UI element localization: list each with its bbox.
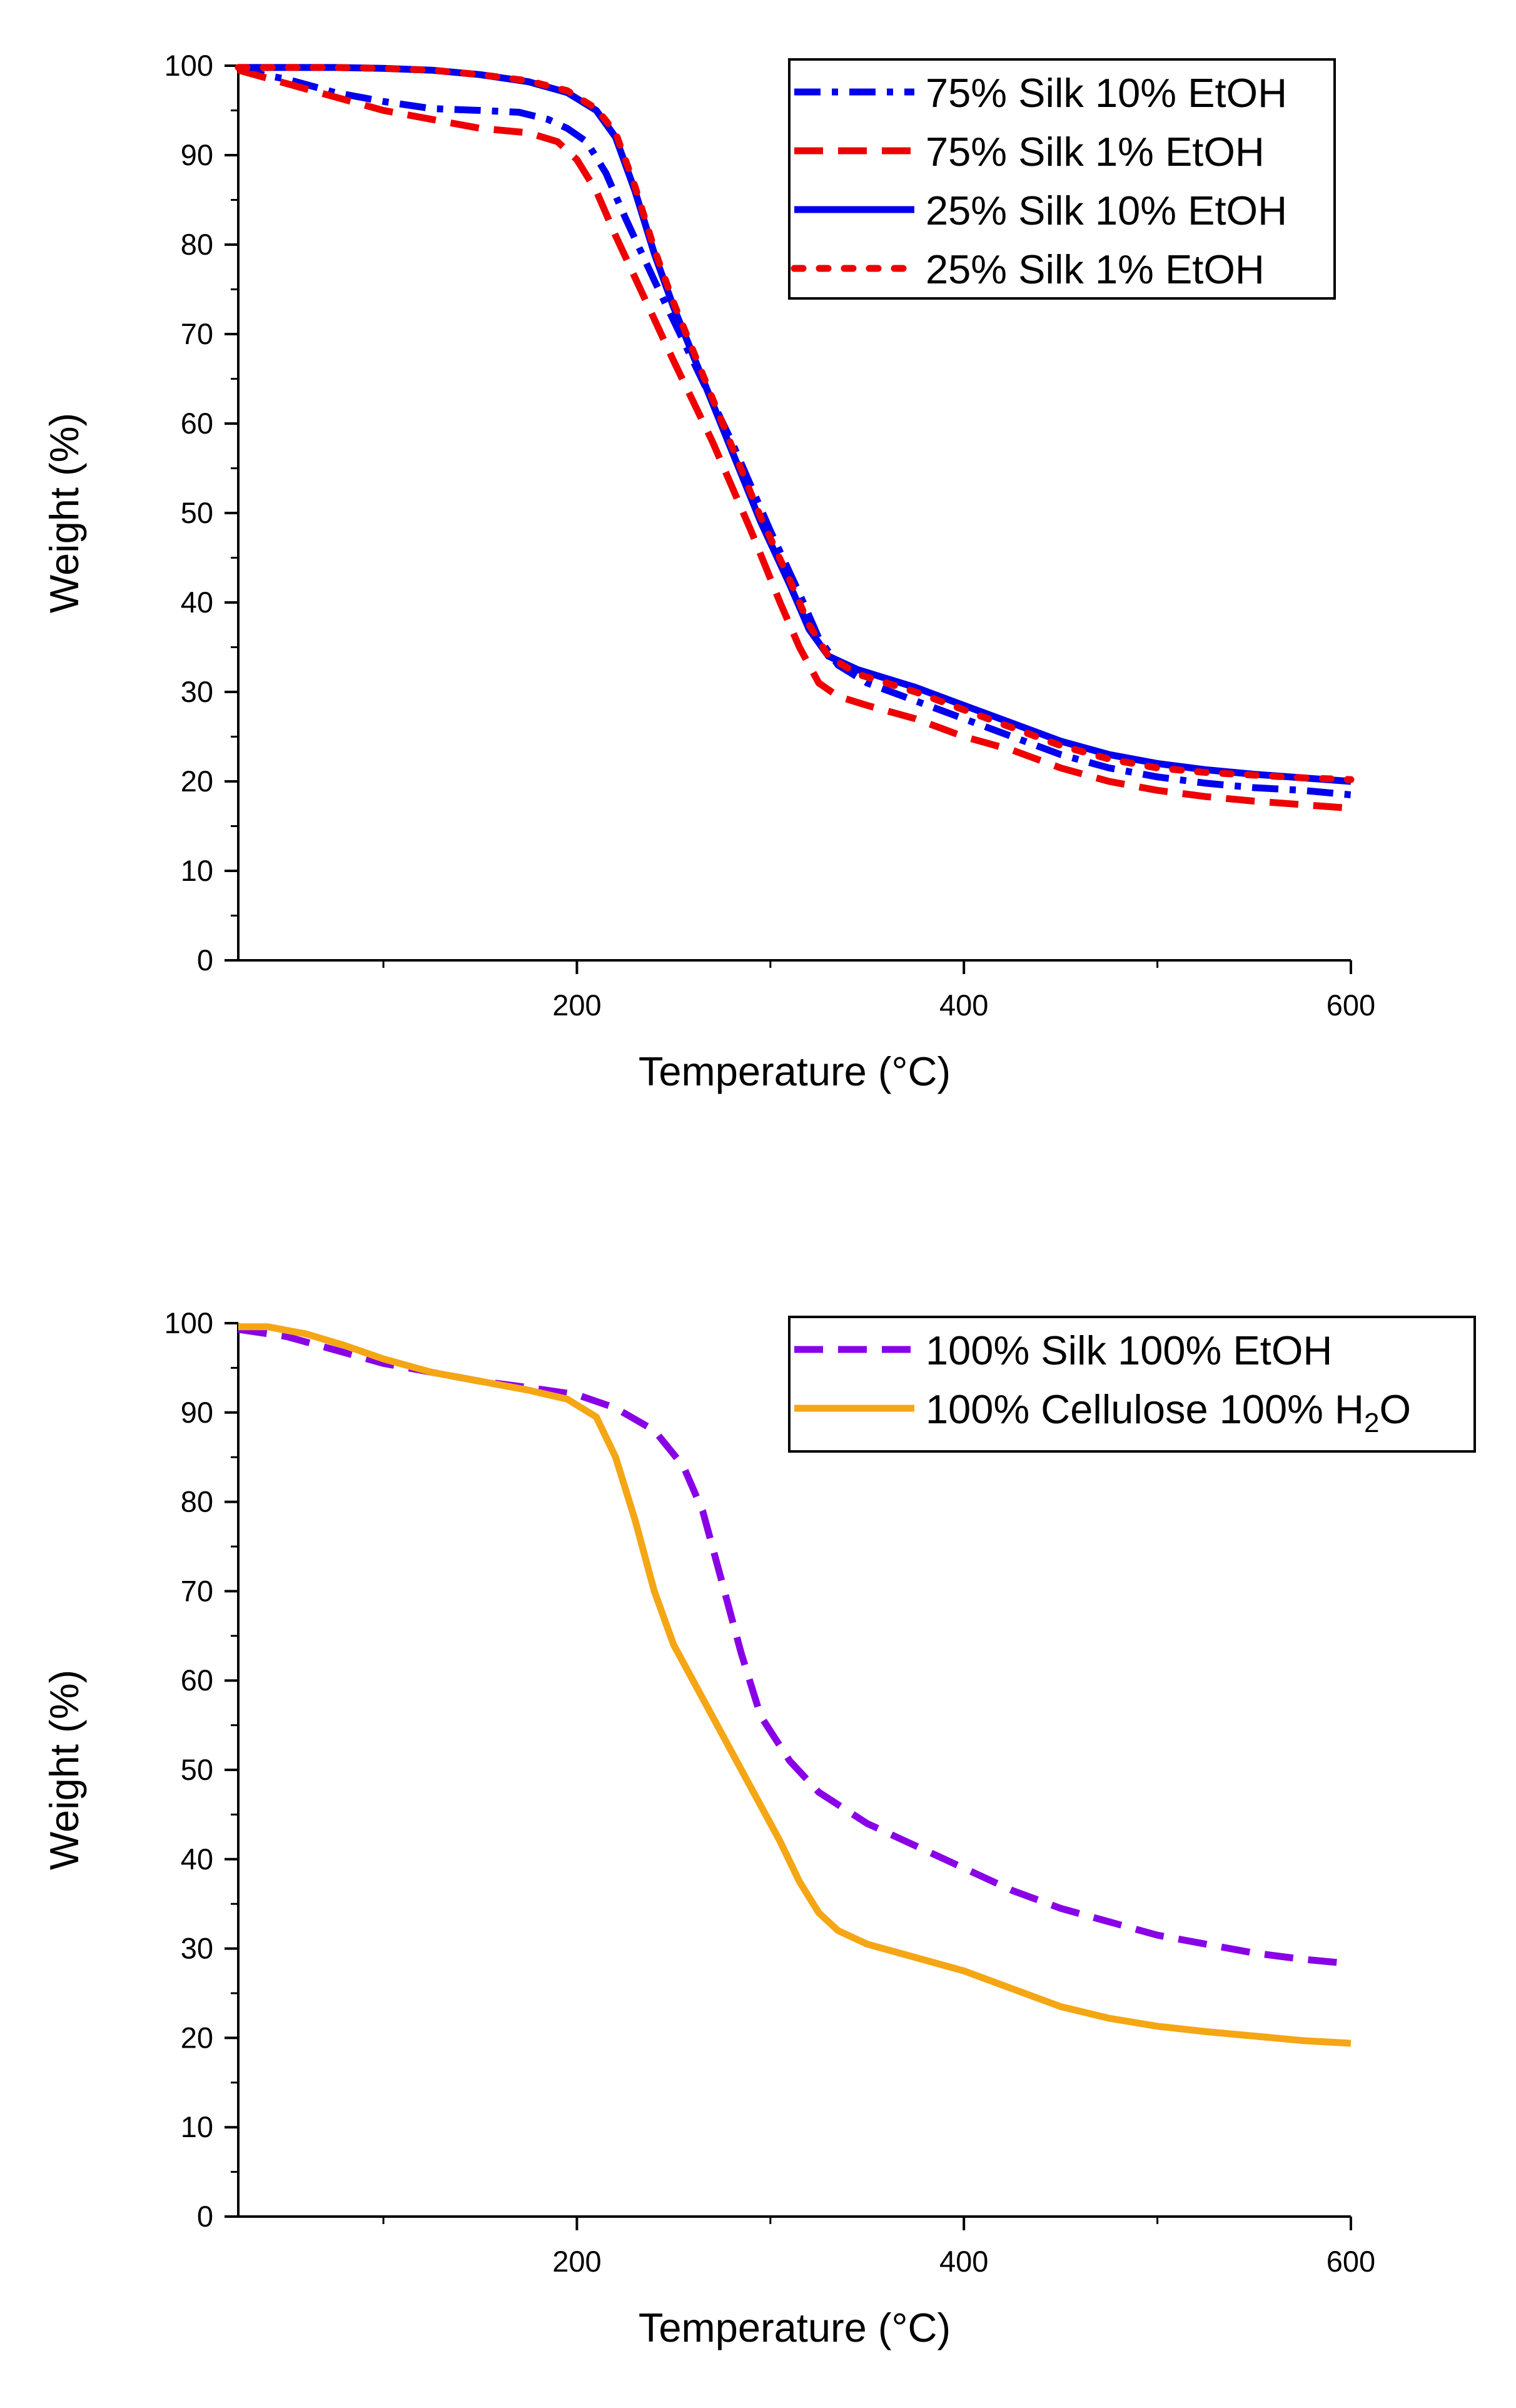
y-tick-label: 100	[164, 1306, 213, 1339]
y-axis-title: Weight (%)	[41, 1670, 87, 1870]
y-axis-title: Weight (%)	[41, 413, 87, 613]
y-tick-label: 50	[181, 1753, 213, 1786]
x-tick-label: 600	[1326, 2245, 1375, 2278]
legend-label-2: 75% Silk 1% EtOH	[926, 129, 1265, 175]
y-tick-label: 20	[181, 2021, 213, 2054]
y-tick-label: 80	[181, 1485, 213, 1518]
y-tick-label: 40	[181, 586, 213, 619]
x-tick-label: 400	[939, 988, 988, 1022]
series-line-2	[237, 66, 1352, 812]
y-tick-label: 90	[181, 1396, 213, 1429]
y-tick-label: 60	[181, 1664, 213, 1697]
y-tick-label: 100	[164, 49, 213, 82]
chart-panel-top: 0 10 20 30 40 50 60 70 80 90 100 200 400 600 Temperatu…	[41, 49, 1375, 1094]
y-tick-label: 70	[181, 1574, 213, 1607]
y-tick-label: 40	[181, 1842, 213, 1876]
y-tick-label: 30	[181, 1932, 213, 1965]
legend-label-2: 100% Cellulose 100% H2O	[926, 1386, 1411, 1438]
y-tick-label: 70	[181, 317, 213, 350]
series-line-4	[235, 64, 1355, 783]
legend-label-1: 75% Silk 10% EtOH	[926, 70, 1287, 116]
x-axis-title: Temperature (°C)	[639, 1049, 951, 1094]
y-tick-label: 20	[181, 765, 213, 798]
y-tick-label: 50	[181, 496, 213, 529]
x-tick-label: 200	[552, 988, 601, 1022]
x-tick-label: 400	[939, 2245, 988, 2278]
y-tick-label: 60	[181, 407, 213, 440]
y-tick-label: 30	[181, 675, 213, 708]
x-tick-label: 200	[552, 2245, 601, 2278]
legend-box	[788, 58, 1336, 300]
y-tick-label: 0	[197, 2200, 213, 2233]
y-tick-label: 0	[197, 943, 213, 977]
chart-panel-bottom: 0 10 20 30 40 50 60 70 80 90 100 200 400 600 Temperatu…	[41, 1306, 1476, 2350]
y-tick-label: 80	[181, 228, 213, 261]
legend-box	[788, 1316, 1476, 1453]
series-line-2	[238, 1323, 1352, 2047]
y-tick-label: 10	[181, 854, 213, 887]
y-tick-label: 90	[181, 138, 213, 171]
legend-label-1: 100% Silk 100% EtOH	[926, 1328, 1332, 1373]
legend-label-3: 25% Silk 10% EtOH	[926, 188, 1287, 233]
x-axis-title: Temperature (°C)	[639, 2305, 951, 2350]
legend-label-4: 25% Silk 1% EtOH	[926, 246, 1265, 292]
x-tick-label: 600	[1326, 988, 1375, 1022]
y-tick-label: 10	[181, 2110, 213, 2143]
